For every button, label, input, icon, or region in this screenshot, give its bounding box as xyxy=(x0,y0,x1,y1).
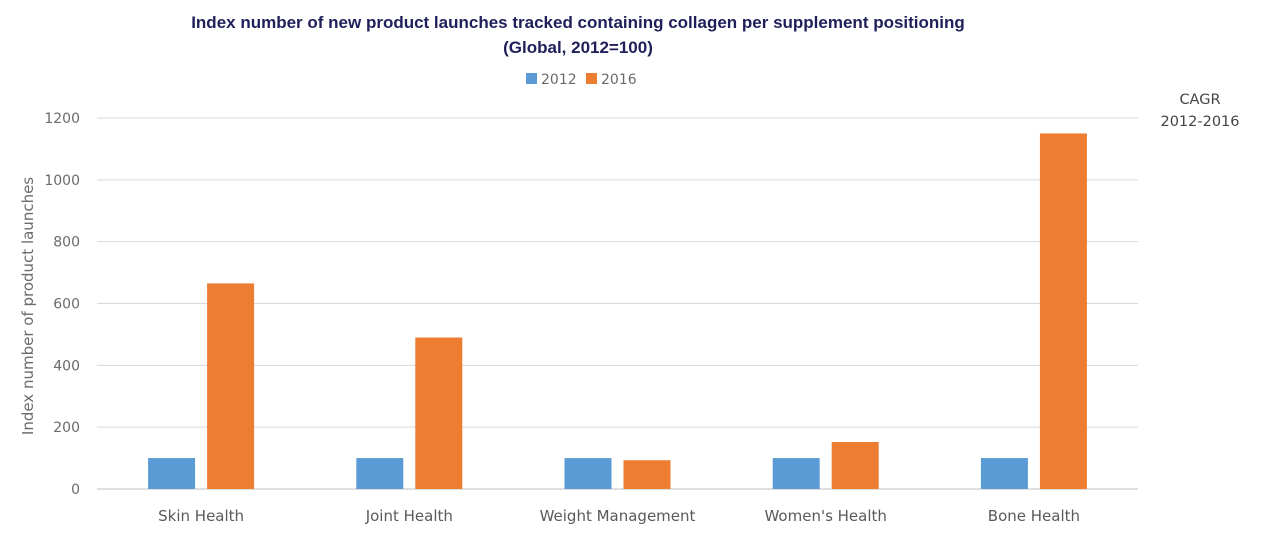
x-axis-categories: Skin Health Joint Health Weight Management… xyxy=(158,507,1080,525)
x-category-label: Women's Health xyxy=(764,507,886,525)
x-category-label: Bone Health xyxy=(988,507,1080,525)
y-axis-ticks: 0 200 400 600 800 1000 1200 xyxy=(44,111,80,498)
bar-2016-skin-health xyxy=(207,283,255,489)
legend: 2012 2016 xyxy=(526,72,637,88)
bar-2012-women-s-health xyxy=(772,458,820,489)
chart-title: Index number of new product launches tra… xyxy=(191,13,965,32)
bar-2012-skin-health xyxy=(148,458,196,489)
cagr-label: CAGR xyxy=(1179,92,1220,108)
bar-2016-weight-management xyxy=(623,460,671,489)
bar-2012-bone-health xyxy=(980,458,1028,489)
x-category-label: Weight Management xyxy=(540,507,696,525)
y-tick-label: 1200 xyxy=(44,111,80,127)
y-tick-label: 800 xyxy=(53,235,80,251)
y-tick-label: 1000 xyxy=(44,173,80,189)
gridlines xyxy=(97,117,1138,490)
legend-label-2016: 2016 xyxy=(601,72,637,88)
y-tick-label: 0 xyxy=(71,482,80,498)
bar-2016-women-s-health xyxy=(831,442,879,489)
bar-2012-weight-management xyxy=(564,458,612,489)
bar-2012-joint-health xyxy=(356,458,404,489)
chart-subtitle: (Global, 2012=100) xyxy=(503,38,653,57)
x-category-label: Skin Health xyxy=(158,507,244,525)
legend-swatch-2012 xyxy=(526,73,537,84)
cagr-period: 2012-2016 xyxy=(1160,114,1239,130)
bar-2016-bone-health xyxy=(1039,133,1087,490)
bar-2016-joint-health xyxy=(415,337,463,489)
legend-swatch-2016 xyxy=(586,73,597,84)
y-tick-label: 200 xyxy=(53,420,80,436)
x-category-label: Joint Health xyxy=(365,507,453,525)
legend-label-2012: 2012 xyxy=(541,72,577,88)
y-axis-label: Index number of product launches xyxy=(19,177,37,435)
y-tick-label: 600 xyxy=(53,297,80,313)
y-tick-label: 400 xyxy=(53,358,80,374)
bars xyxy=(148,133,1087,490)
